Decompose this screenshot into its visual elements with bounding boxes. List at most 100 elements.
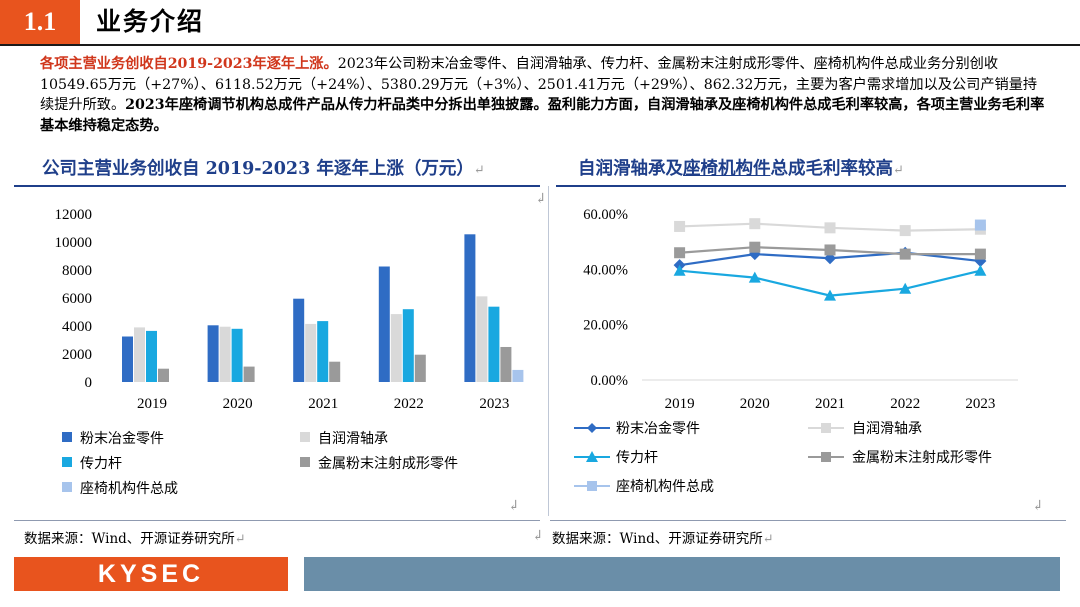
- right-source-text: 数据来源：Wind、开源证券研究所: [552, 531, 763, 547]
- bar: [317, 321, 329, 382]
- left-chart-title: 公司主营业务创收自 2019-2023 年逐年上涨（万元）↵: [42, 152, 485, 186]
- y-tick-label: 10000: [55, 235, 93, 251]
- x-tick-label: 2022: [394, 396, 424, 412]
- bar: [207, 325, 219, 382]
- legend-label: 金属粉末注射成形零件: [318, 456, 458, 472]
- revenue-bar-chart: 0 2000 4000 6000 8000 10000 12000 2019 2020 2021 2…: [55, 207, 524, 412]
- footer-accent-bar: [304, 557, 1060, 591]
- left-chart-title-text: 公司主营业务创收自 2019-2023 年逐年上涨（万元）: [42, 159, 474, 179]
- arrow-mark: ↲: [1032, 498, 1044, 514]
- legend-swatch-seat: [62, 482, 72, 492]
- line-legend-item: 自润滑轴承: [808, 420, 922, 437]
- right-title-a: 自润滑轴承及: [578, 159, 683, 179]
- line-legend-item: 座椅机构件总成: [574, 479, 714, 495]
- left-source: 数据来源：Wind、开源证券研究所↵: [24, 527, 246, 547]
- panel-divider: [548, 186, 549, 516]
- bar: [219, 326, 231, 382]
- y-tick-label: 8000: [62, 263, 92, 279]
- bar: [293, 298, 305, 382]
- legend-marker-triangle: [586, 451, 598, 462]
- line-legend-item: 传力杆: [574, 450, 658, 466]
- footer-brand-bar: [14, 557, 288, 591]
- right-source-rule: [550, 520, 1066, 521]
- bar: [512, 369, 524, 382]
- intro-bold-1: 2023年座椅调节机构总成件产品从传力杆品类中分拆出单独披露。: [125, 97, 548, 113]
- left-title-rule: [14, 185, 540, 187]
- bar: [305, 323, 317, 382]
- y-tick-label: 4000: [62, 319, 92, 335]
- bar: [243, 366, 255, 382]
- bar: [476, 296, 488, 382]
- legend-swatch-mim: [300, 457, 310, 467]
- data-point: [748, 271, 761, 283]
- section-title: 业务介绍: [96, 7, 205, 36]
- arrow-mark: ↲: [508, 498, 520, 514]
- bar: [329, 361, 341, 382]
- y-tick-label: 60.00%: [583, 207, 628, 223]
- x-tick-label: 2019: [137, 396, 167, 412]
- data-point: [824, 244, 836, 256]
- legend-label: 金属粉末注射成形零件: [852, 450, 992, 466]
- right-title-c: 总成毛利率较高: [770, 159, 894, 179]
- right-source: 数据来源：Wind、开源证券研究所↵: [552, 527, 774, 547]
- left-source-text: 数据来源：Wind、开源证券研究所: [24, 531, 235, 547]
- bar-legend-item: 传力杆: [62, 455, 122, 473]
- left-source-rule: [14, 520, 540, 521]
- data-point: [899, 225, 911, 237]
- title-rule: [0, 44, 1080, 46]
- data-point: [749, 241, 761, 253]
- x-tick-label: 2023: [965, 396, 995, 412]
- data-point: [673, 264, 686, 276]
- x-tick-label: 2020: [223, 396, 253, 412]
- bar: [488, 306, 500, 382]
- x-tick-label: 2021: [308, 396, 338, 412]
- bar: [500, 346, 512, 382]
- arrow-mark: ↲: [535, 191, 547, 207]
- y-tick-label: 40.00%: [583, 262, 628, 278]
- paragraph-mark: ↵: [234, 532, 246, 547]
- data-point: [749, 218, 761, 230]
- legend-label: 自润滑轴承: [318, 431, 388, 447]
- data-point: [674, 247, 686, 259]
- intro-body: 2023年公司粉末冶金零件、自润滑轴承、传力杆、金属粉末注射成形零件、座椅机构件…: [40, 56, 1038, 113]
- legend-label: 座椅机构件总成: [616, 479, 714, 495]
- bar: [158, 368, 169, 382]
- line-legend-item: 金属粉末注射成形零件: [808, 450, 992, 466]
- bar: [414, 354, 426, 382]
- legend-label: 传力杆: [80, 456, 122, 472]
- bar: [464, 234, 476, 382]
- x-tick-label: 2019: [665, 396, 695, 412]
- legend-label: 粉末冶金零件: [80, 431, 164, 447]
- bar: [390, 314, 402, 382]
- y-tick-label: 2000: [62, 347, 92, 363]
- y-tick-label: 12000: [55, 207, 93, 223]
- bar: [134, 327, 145, 382]
- section-number-badge: 1.1: [0, 0, 80, 44]
- footer-logo: KYSEC: [97, 560, 205, 588]
- intro-lead: 各项主营业务创收自2019-2023年逐年上涨。: [40, 56, 338, 72]
- bar: [122, 336, 133, 382]
- data-point: [824, 252, 836, 265]
- legend-swatch-rod: [62, 457, 72, 467]
- y-tick-label: 6000: [62, 291, 92, 307]
- right-title-b: 座椅机构件: [683, 159, 771, 179]
- bar: [231, 328, 243, 382]
- right-chart-title: 自润滑轴承及座椅机构件总成毛利率较高↵: [578, 152, 904, 186]
- data-point: [899, 282, 912, 294]
- legend-marker-square: [821, 452, 831, 462]
- line-legend: 粉末冶金零件 自润滑轴承 传力杆 金属粉末注射成形零件 座椅机构件总成: [574, 420, 992, 495]
- bar-legend-item: 金属粉末注射成形零件: [300, 455, 458, 473]
- legend-label: 自润滑轴承: [852, 420, 922, 437]
- y-tick-label: 20.00%: [583, 318, 628, 334]
- legend-marker-square: [587, 481, 597, 491]
- legend-label: 座椅机构件总成: [80, 481, 178, 497]
- x-tick-label: 2021: [815, 396, 845, 412]
- legend-label: 粉末冶金零件: [616, 421, 700, 437]
- legend-marker-square: [821, 423, 831, 433]
- data-point: [674, 220, 686, 232]
- y-tick-label: 0: [85, 375, 93, 391]
- legend-swatch-powder-parts: [62, 432, 72, 442]
- bar-legend-item: 粉末冶金零件: [62, 430, 164, 448]
- legend-marker-diamond: [587, 423, 597, 433]
- paragraph-mark: ↵: [762, 532, 774, 547]
